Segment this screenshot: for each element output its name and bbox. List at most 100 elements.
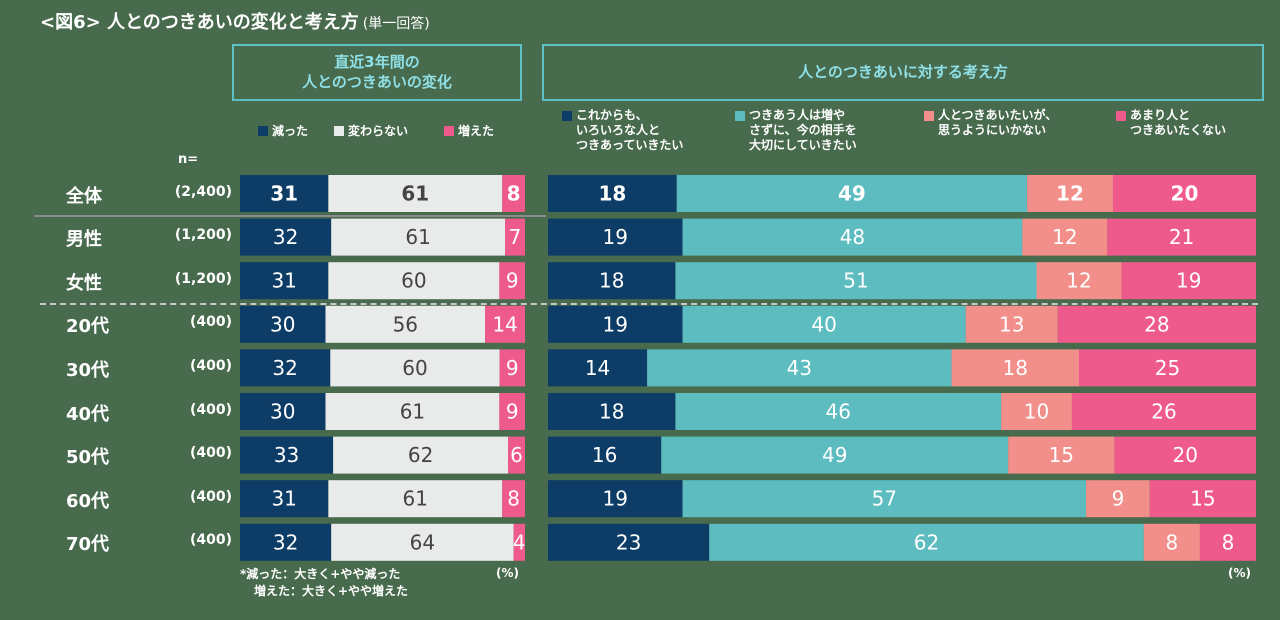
header-right-text: 人とのつきあいに対する考え方 xyxy=(798,62,1008,81)
bar-segment-left xyxy=(499,349,525,387)
data-label-left: 8 xyxy=(507,487,520,511)
bar-segment-left xyxy=(240,393,326,430)
bar-segment-left xyxy=(240,218,332,256)
bar-segment-right xyxy=(1121,262,1256,300)
bar-segment-right xyxy=(682,305,966,343)
row-n: (400) xyxy=(189,488,232,505)
row-n: (400) xyxy=(189,401,232,418)
data-label-right: 20 xyxy=(1172,443,1197,467)
data-label-right: 12 xyxy=(1052,225,1077,249)
bar-segment-left xyxy=(240,480,329,518)
data-label-left: 32 xyxy=(273,530,298,554)
data-label-right: 57 xyxy=(872,487,897,511)
bar-segment-right xyxy=(951,349,1079,387)
header-left-box: 直近3年間の 人とのつきあいの変化 xyxy=(232,44,522,101)
data-label-right: 14 xyxy=(585,356,610,380)
data-label-right: 40 xyxy=(811,312,836,336)
bar-segment-right xyxy=(1057,305,1256,343)
subtitle-text: (単一回答) xyxy=(362,16,430,32)
row-n: (400) xyxy=(189,314,232,331)
data-label-left: 62 xyxy=(408,443,433,467)
bar-segment-right xyxy=(1036,262,1122,300)
legend-right-item: つきあう人は増や さずに、今の相手を 大切にしていきたい xyxy=(735,108,857,153)
legend-swatch xyxy=(1116,111,1126,121)
bar-segment-left xyxy=(240,305,326,343)
data-label-left: 60 xyxy=(402,356,427,380)
bar-segment-right xyxy=(682,480,1087,518)
footnote: *減った：大きく+やや減った 増えた：大きく+やや増えた xyxy=(240,566,408,601)
row-label: 30代 xyxy=(66,359,110,381)
data-label-left: 9 xyxy=(506,400,519,424)
bar-segment-left xyxy=(328,175,503,212)
data-label-left: 33 xyxy=(274,443,299,467)
bar-segment-left xyxy=(328,480,503,518)
data-label-right: 13 xyxy=(999,312,1024,336)
data-label-right: 49 xyxy=(822,443,847,467)
data-label-left: 6 xyxy=(510,443,523,467)
legend-label: つきあう人は増や さずに、今の相手を 大切にしていきたい xyxy=(749,108,857,152)
header-left-text: 直近3年間の 人とのつきあいの変化 xyxy=(302,53,452,91)
data-label-right: 18 xyxy=(1003,356,1028,380)
bar-segment-left xyxy=(240,436,334,474)
data-label-right: 15 xyxy=(1190,487,1215,511)
legend-swatch xyxy=(562,111,572,121)
legend-label: 人とつきあいたいが、 思うようにいかない xyxy=(938,108,1058,137)
bar-segment-left xyxy=(499,393,525,430)
legend-left-item: 変わらない xyxy=(334,124,408,139)
data-label-left: 9 xyxy=(506,356,519,380)
legend-swatch xyxy=(924,111,934,121)
bar-segment-right xyxy=(1199,523,1256,561)
footnote-line-2: 増えた：大きく+やや増えた xyxy=(254,584,409,599)
data-label-right: 19 xyxy=(603,487,628,511)
row-n: (400) xyxy=(189,357,232,374)
row-label: 60代 xyxy=(66,490,110,512)
bar-segment-left xyxy=(325,305,486,343)
legend-swatch xyxy=(735,111,745,121)
row-n: (400) xyxy=(189,445,232,462)
data-label-right: 15 xyxy=(1049,443,1074,467)
legend-left-item: 増えた xyxy=(444,124,494,139)
data-label-left: 61 xyxy=(403,487,428,511)
data-label-right: 16 xyxy=(592,443,617,467)
unit-right: (%) xyxy=(1228,566,1251,580)
data-label-left: 30 xyxy=(270,400,295,424)
legend-left-item: 減った xyxy=(258,124,308,139)
data-label-right: 19 xyxy=(603,312,628,336)
bar-segment-left xyxy=(485,305,525,343)
bar-segment-left xyxy=(325,393,500,430)
legend-label: 増えた xyxy=(458,124,495,138)
data-label-right: 26 xyxy=(1151,400,1176,424)
data-label-right: 19 xyxy=(1176,269,1201,293)
bar-segment-right xyxy=(1079,349,1256,387)
legend-right-item: あまり人と つきあいたくない xyxy=(1116,108,1226,138)
data-label-right: 49 xyxy=(838,182,866,206)
bar-segment-left xyxy=(330,349,500,387)
bar-segment-right xyxy=(1027,175,1113,212)
data-label-right: 18 xyxy=(599,400,624,424)
bar-segment-right xyxy=(1114,436,1256,474)
data-label-left: 56 xyxy=(393,312,418,336)
bar-segment-right xyxy=(548,393,676,430)
row-label: 女性 xyxy=(66,272,102,294)
data-label-left: 4 xyxy=(513,530,526,554)
bar-segment-right xyxy=(548,436,662,474)
bar-segment-left xyxy=(508,436,525,474)
data-label-left: 31 xyxy=(270,182,298,206)
data-label-left: 8 xyxy=(507,182,521,206)
data-label-right: 25 xyxy=(1155,356,1180,380)
row-n: (1,200) xyxy=(174,227,232,244)
row-n: (2,400) xyxy=(174,183,232,200)
legend-swatch xyxy=(258,126,268,136)
data-label-right: 48 xyxy=(840,225,865,249)
data-label-left: 64 xyxy=(410,530,435,554)
n-header: n= xyxy=(178,152,199,167)
data-label-left: 61 xyxy=(400,400,425,424)
bar-segment-right xyxy=(1008,436,1115,474)
bar-segment-right xyxy=(548,349,648,387)
data-label-right: 43 xyxy=(787,356,812,380)
data-label-left: 14 xyxy=(492,312,517,336)
row-label: 70代 xyxy=(66,534,110,556)
data-label-right: 20 xyxy=(1171,182,1199,206)
data-label-left: 9 xyxy=(506,269,519,293)
